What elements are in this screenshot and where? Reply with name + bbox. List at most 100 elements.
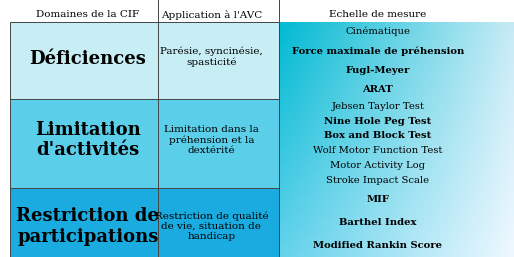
Bar — [467, 25, 472, 30]
Bar — [412, 154, 417, 159]
Bar — [451, 206, 456, 210]
Bar — [463, 45, 468, 49]
Bar — [319, 209, 323, 214]
Bar — [499, 29, 503, 34]
Bar — [463, 131, 468, 135]
Bar — [283, 123, 288, 128]
Bar — [409, 209, 413, 214]
Bar — [381, 139, 386, 143]
Bar — [494, 217, 500, 222]
Bar — [10, 99, 280, 188]
Bar — [295, 115, 300, 120]
Bar — [428, 233, 433, 237]
Bar — [365, 108, 371, 112]
Bar — [444, 76, 449, 81]
Bar — [506, 108, 511, 112]
Bar — [342, 166, 347, 171]
Bar — [416, 143, 421, 147]
Bar — [483, 104, 488, 108]
Bar — [502, 253, 507, 257]
Bar — [354, 72, 359, 77]
Bar — [299, 213, 304, 218]
Bar — [331, 253, 335, 257]
Bar — [409, 29, 413, 34]
Bar — [444, 131, 449, 135]
Bar — [385, 147, 390, 151]
Bar — [326, 76, 332, 81]
Bar — [354, 57, 359, 61]
Bar — [322, 151, 327, 155]
Bar — [311, 49, 316, 53]
Bar — [467, 88, 472, 92]
Bar — [319, 190, 323, 194]
Bar — [479, 57, 484, 61]
Bar — [479, 45, 484, 49]
Bar — [510, 41, 514, 45]
Bar — [510, 186, 514, 190]
Bar — [494, 92, 500, 96]
Bar — [467, 72, 472, 77]
Bar — [428, 60, 433, 65]
Bar — [502, 88, 507, 92]
Bar — [354, 217, 359, 222]
Bar — [365, 41, 371, 45]
Bar — [338, 178, 343, 182]
Bar — [385, 143, 390, 147]
Bar — [463, 37, 468, 41]
Bar — [338, 253, 343, 257]
Bar — [385, 92, 390, 96]
Bar — [354, 68, 359, 73]
Bar — [420, 49, 425, 53]
Text: Barthel Index: Barthel Index — [339, 218, 416, 227]
Bar — [393, 245, 398, 249]
Bar — [350, 201, 355, 206]
Bar — [436, 182, 440, 187]
Bar — [299, 21, 304, 26]
Bar — [455, 72, 461, 77]
Bar — [424, 80, 429, 85]
Bar — [389, 139, 394, 143]
Bar — [471, 49, 476, 53]
Bar — [342, 147, 347, 151]
Bar — [405, 147, 410, 151]
Bar — [346, 119, 351, 124]
Bar — [499, 209, 503, 214]
Bar — [389, 112, 394, 116]
Bar — [283, 29, 288, 34]
Bar — [460, 229, 464, 233]
Bar — [373, 186, 378, 190]
Bar — [428, 100, 433, 104]
Bar — [370, 159, 374, 163]
Bar — [428, 213, 433, 218]
Bar — [444, 135, 449, 139]
Bar — [494, 45, 500, 49]
Bar — [424, 65, 429, 69]
Bar — [499, 166, 503, 171]
Bar — [291, 217, 296, 222]
Bar — [463, 166, 468, 171]
Bar — [361, 186, 366, 190]
Bar — [326, 170, 332, 175]
Bar — [311, 29, 316, 34]
Bar — [490, 88, 495, 92]
Bar — [416, 72, 421, 77]
Bar — [510, 194, 514, 198]
Bar — [280, 217, 284, 222]
Bar — [319, 131, 323, 135]
Bar — [361, 198, 366, 202]
Bar — [471, 92, 476, 96]
Bar — [377, 213, 382, 218]
Bar — [373, 221, 378, 226]
Bar — [319, 96, 323, 100]
Bar — [389, 41, 394, 45]
Bar — [479, 127, 484, 132]
Bar — [307, 217, 312, 222]
Bar — [307, 159, 312, 163]
Bar — [393, 190, 398, 194]
Bar — [416, 186, 421, 190]
Bar — [451, 80, 456, 85]
Bar — [307, 154, 312, 159]
Bar — [448, 80, 452, 85]
Bar — [483, 72, 488, 77]
Bar — [436, 104, 440, 108]
